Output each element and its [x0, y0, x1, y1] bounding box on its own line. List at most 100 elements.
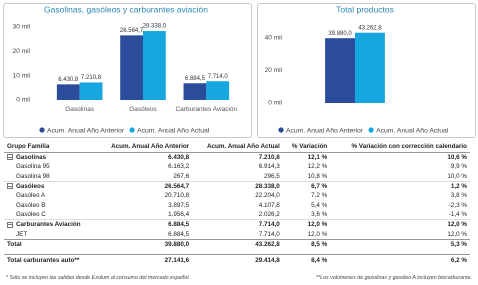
table-cell: 5,3 %	[330, 238, 470, 249]
table-row: Gasóleo B 3.897,5 4.107,8 5,4 % -2,3 %	[4, 200, 470, 209]
y-tick-label: 40 mil	[265, 35, 283, 42]
y-tick-label: 20 mil	[13, 48, 31, 55]
table-cell: 12,0 %	[307, 230, 328, 238]
table-row: Gasolinas 6.430,8 7.210,8 12,1 % 10,6 %	[4, 152, 470, 163]
legend-swatch	[39, 127, 45, 133]
x-tick-label: Carburantes Aviación	[175, 106, 238, 113]
table-row: Gasóleo C 1.956,4 2.026,2 3,6 % -1,4 %	[4, 210, 470, 220]
table-cell: Gasolinas	[4, 152, 96, 163]
table-cell: 10,8 %	[307, 172, 328, 180]
legend-label: Acum. Anual Año Actual	[137, 127, 210, 134]
table-cell: 4.107,8	[258, 201, 280, 209]
table-cell: 29.414,8	[192, 253, 283, 266]
table-cell: Gasolina 95	[16, 163, 50, 171]
table-cell: 7.714,0	[192, 219, 283, 230]
table-cell: 296,5	[263, 172, 280, 180]
table-cell: 6.163,2	[168, 163, 190, 171]
table-cell: 6,7 %	[282, 180, 331, 192]
legend-label: Acum. Anual Año Anterior	[47, 127, 125, 134]
table-row: Gasóleos 26.564,7 28.338,0 6,7 % 1,2 %	[4, 180, 470, 192]
table-cell: 43.262,8	[192, 238, 283, 249]
table-cell: 7.714,0	[258, 230, 280, 238]
table-cell: 9,9 %	[450, 163, 467, 171]
table-cell: 2.026,2	[258, 210, 280, 218]
bar	[325, 38, 355, 103]
bar	[143, 31, 166, 100]
column-header: Acum. Anual Año Actual	[192, 141, 283, 153]
table-cell: Gasolina 98	[16, 172, 50, 180]
table-cell: JET	[16, 230, 28, 238]
y-tick-label: 0 mil	[268, 100, 282, 107]
table-cell: 28.338,0	[192, 180, 283, 192]
table-cell: 20.710,8	[164, 192, 190, 200]
y-tick-label: 20 mil	[265, 67, 283, 74]
table-cell: 27.141,6	[95, 253, 193, 266]
value-label: 7.714,0	[208, 74, 229, 80]
legend-swatch	[278, 127, 284, 133]
footnote: **Los volúmenes de gasolinas y gasóleo A…	[316, 275, 472, 281]
table-cell: 8,5 %	[282, 238, 331, 249]
bar	[183, 83, 207, 100]
table-row: Gasóleo A 20.710,8 22.204,0 7,2 % 3,8 %	[4, 191, 470, 200]
table-row: Gasolina 98 267,6 296,5 10,8 % 10,0 %	[4, 172, 470, 182]
table-cell: Total	[4, 238, 96, 249]
table-cell: 1.956,4	[168, 210, 190, 218]
column-header: Grupo Familia	[4, 141, 96, 153]
value-label: 28.338,0	[143, 24, 167, 30]
footnote: * Sólo se incluyen las salidas desde Exo…	[6, 275, 191, 281]
table-cell: 39.880,0	[95, 238, 193, 249]
chart-title: Gasolinas, gasóleos y carburantes aviaci…	[44, 4, 208, 14]
table-row: Gasolina 95 6.163,2 6.914,3 12,2 % 9,9 %	[4, 162, 470, 171]
table-cell: 26.564,7	[95, 180, 193, 192]
bar	[206, 81, 230, 100]
table-row: Grupo Familia Acum. Anual Año Anterior Acu…	[4, 141, 470, 153]
table-cell: Gasóleo C	[16, 210, 46, 218]
table-cell: 12,0 %	[447, 230, 467, 238]
table-cell: 3.897,5	[168, 201, 190, 209]
table-cell: 3,6 %	[311, 210, 328, 218]
x-tick-label: Gasolinas	[65, 106, 95, 113]
data-table: Grupo Familia Acum. Anual Año Anterior Acu…	[4, 141, 470, 266]
value-label: 43.262,8	[358, 25, 382, 31]
column-header: Acum. Anual Año Anterior	[95, 141, 193, 153]
column-header: % Variación con corrección calendario	[330, 141, 470, 153]
table-cell: 6,2 %	[330, 253, 470, 266]
bar	[79, 82, 103, 100]
chart-title: Total productos	[336, 4, 394, 14]
table-cell: Carburantes Aviación	[4, 219, 96, 230]
table-cell: 267,6	[173, 172, 190, 180]
table-cell: Gasóleos	[4, 180, 96, 192]
legend-label: Acum. Anual Año Actual	[376, 127, 449, 134]
table-cell: 8,4 %	[282, 253, 331, 266]
bar	[120, 35, 143, 100]
table-row: Carburantes Aviación 6.884,5 7.714,0 12,0 %…	[4, 219, 470, 230]
table-cell: Gasóleo B	[16, 201, 46, 209]
table-cell: 12,0 %	[330, 219, 470, 230]
table-cell: 3,8 %	[450, 192, 467, 200]
table-cell: 12,2 %	[307, 163, 328, 171]
value-label: 7.210,8	[81, 75, 102, 81]
legend-label: Acum. Anual Año Anterior	[286, 127, 364, 134]
table-cell: 12,1 %	[282, 152, 331, 163]
bar	[56, 84, 80, 100]
value-label: 6.884,5	[185, 76, 206, 82]
value-label: 6.430,8	[58, 77, 79, 83]
table-row: Total 39.880,0 43.262,8 8,5 % 5,3 %	[4, 238, 470, 249]
table-cell: 6.914,3	[258, 163, 280, 171]
table-cell: 6.884,5	[95, 219, 193, 230]
legend-swatch	[129, 127, 135, 133]
table-row: Total carburantes auto** 27.141,6 29.414,8…	[4, 253, 470, 266]
legend-swatch	[368, 127, 374, 133]
table-cell: 7.210,8	[192, 152, 283, 163]
table-cell: 10,6 %	[330, 152, 470, 163]
y-tick-label: 0 mil	[16, 97, 30, 104]
table-cell: Total carburantes auto**	[4, 253, 96, 266]
table-cell: 1,2 %	[330, 180, 470, 192]
table-cell: -1,4 %	[448, 210, 467, 218]
y-tick-label: 30 mil	[13, 24, 31, 31]
table-row: JET 6.884,5 7.714,0 12,0 % 12,0 %	[4, 229, 470, 239]
table-cell: -2,3 %	[448, 201, 467, 209]
table-cell: Gasóleo A	[16, 192, 46, 200]
table-cell: 6.430,8	[95, 152, 193, 163]
